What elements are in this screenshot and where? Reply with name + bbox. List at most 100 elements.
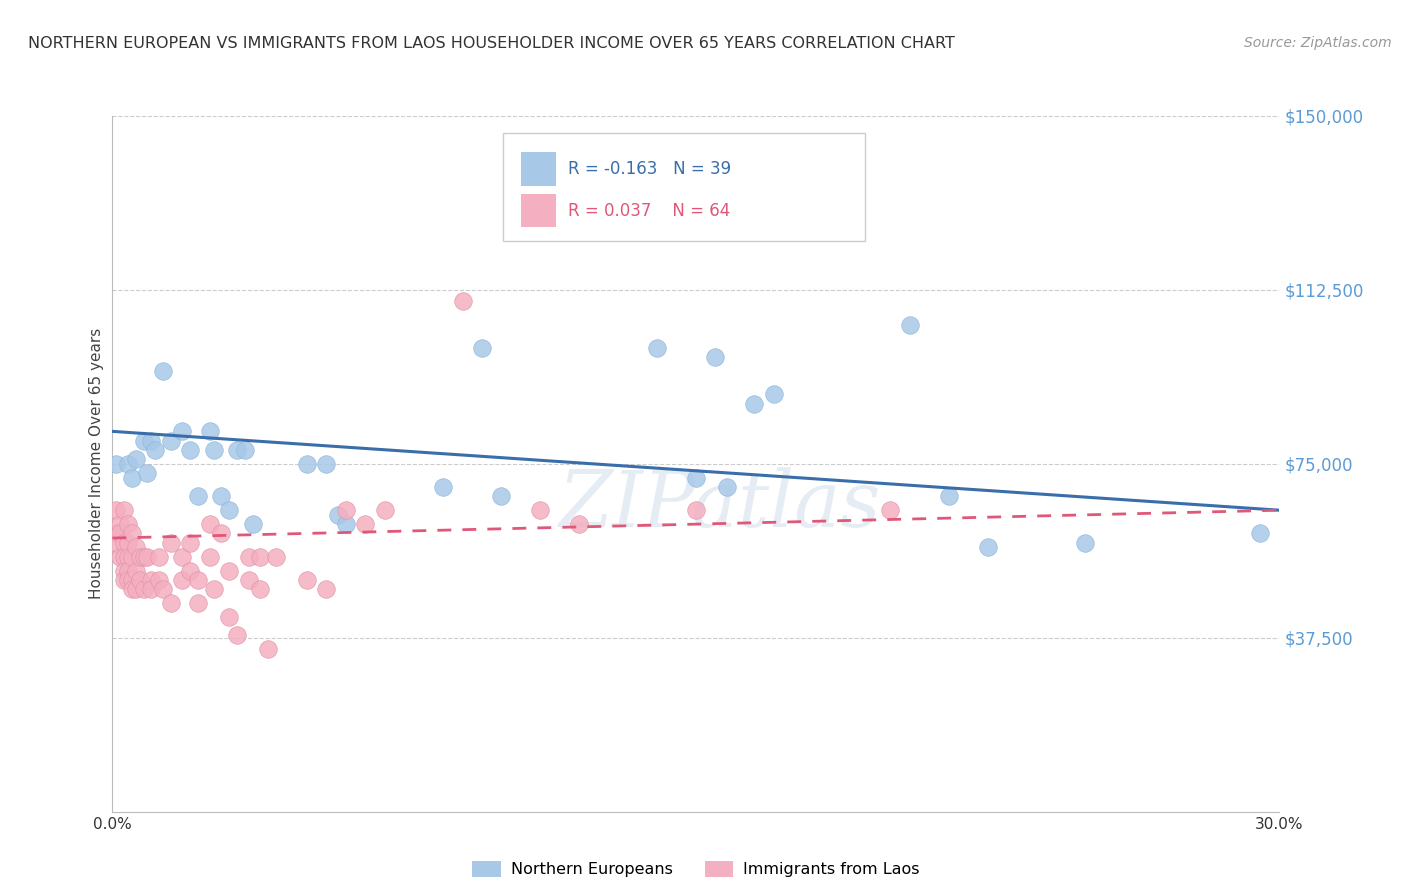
Point: [117, 517, 139, 532]
Point: [198, 425, 221, 439]
Point: [762, 387, 785, 401]
Point: [742, 396, 765, 410]
Point: [112, 573, 135, 587]
Point: [202, 582, 225, 596]
Point: [568, 517, 591, 532]
Point: [354, 517, 377, 532]
Point: [152, 364, 174, 378]
Point: [685, 503, 707, 517]
Point: [143, 442, 166, 457]
Point: [141, 434, 163, 448]
Point: [295, 573, 318, 587]
Point: [202, 442, 225, 457]
Point: [117, 564, 139, 578]
Point: [242, 517, 264, 532]
Point: [1249, 526, 1271, 541]
Point: [125, 541, 148, 555]
Point: [295, 457, 318, 471]
Point: [432, 480, 454, 494]
Point: [704, 350, 727, 364]
Text: R = 0.037    N = 64: R = 0.037 N = 64: [568, 202, 730, 219]
Point: [257, 642, 280, 657]
Point: [226, 628, 249, 642]
Text: Source: ZipAtlas.com: Source: ZipAtlas.com: [1244, 36, 1392, 50]
Point: [112, 549, 135, 564]
Point: [110, 517, 132, 532]
FancyBboxPatch shape: [520, 153, 555, 186]
Point: [179, 564, 201, 578]
Point: [326, 508, 349, 522]
Point: [491, 489, 513, 503]
Point: [218, 564, 240, 578]
Point: [117, 457, 139, 471]
Point: [685, 471, 707, 485]
Point: [226, 442, 249, 457]
Point: [117, 573, 139, 587]
Point: [879, 503, 901, 517]
Point: [172, 425, 194, 439]
Point: [125, 452, 148, 467]
Point: [105, 457, 128, 471]
Point: [209, 526, 232, 541]
Point: [112, 503, 135, 517]
Legend: Northern Europeans, Immigrants from Laos: Northern Europeans, Immigrants from Laos: [465, 855, 927, 884]
Point: [136, 466, 159, 480]
Point: [198, 549, 221, 564]
Point: [716, 480, 738, 494]
Point: [117, 549, 139, 564]
Point: [121, 549, 143, 564]
Point: [105, 503, 128, 517]
Y-axis label: Householder Income Over 65 years: Householder Income Over 65 years: [89, 328, 104, 599]
Point: [471, 341, 494, 355]
Point: [187, 596, 209, 610]
Point: [976, 541, 998, 555]
Point: [128, 573, 150, 587]
Point: [121, 526, 143, 541]
Point: [141, 582, 163, 596]
Point: [105, 526, 128, 541]
Point: [315, 457, 337, 471]
Point: [110, 549, 132, 564]
Point: [374, 503, 396, 517]
Point: [264, 549, 287, 564]
Point: [187, 573, 209, 587]
Point: [172, 573, 194, 587]
Point: [172, 549, 194, 564]
Point: [132, 434, 155, 448]
Point: [898, 318, 921, 332]
Point: [152, 582, 174, 596]
Point: [132, 582, 155, 596]
Point: [132, 549, 155, 564]
Point: [105, 535, 128, 549]
Point: [179, 535, 201, 549]
Point: [249, 582, 271, 596]
Point: [451, 294, 474, 309]
Point: [315, 582, 337, 596]
Text: NORTHERN EUROPEAN VS IMMIGRANTS FROM LAOS HOUSEHOLDER INCOME OVER 65 YEARS CORRE: NORTHERN EUROPEAN VS IMMIGRANTS FROM LAO…: [28, 36, 955, 51]
Point: [238, 573, 260, 587]
Point: [141, 573, 163, 587]
Point: [148, 549, 170, 564]
Point: [121, 582, 143, 596]
Point: [938, 489, 960, 503]
Text: R = -0.163   N = 39: R = -0.163 N = 39: [568, 160, 731, 178]
Point: [645, 341, 668, 355]
Point: [125, 582, 148, 596]
Point: [117, 535, 139, 549]
Point: [121, 573, 143, 587]
FancyBboxPatch shape: [520, 194, 555, 227]
Point: [112, 564, 135, 578]
Point: [187, 489, 209, 503]
Point: [209, 489, 232, 503]
Point: [125, 564, 148, 578]
Point: [110, 526, 132, 541]
Point: [112, 535, 135, 549]
Point: [148, 573, 170, 587]
FancyBboxPatch shape: [503, 134, 865, 241]
Point: [160, 434, 183, 448]
Point: [238, 549, 260, 564]
Point: [335, 517, 357, 532]
Point: [233, 442, 256, 457]
Point: [179, 442, 201, 457]
Point: [121, 471, 143, 485]
